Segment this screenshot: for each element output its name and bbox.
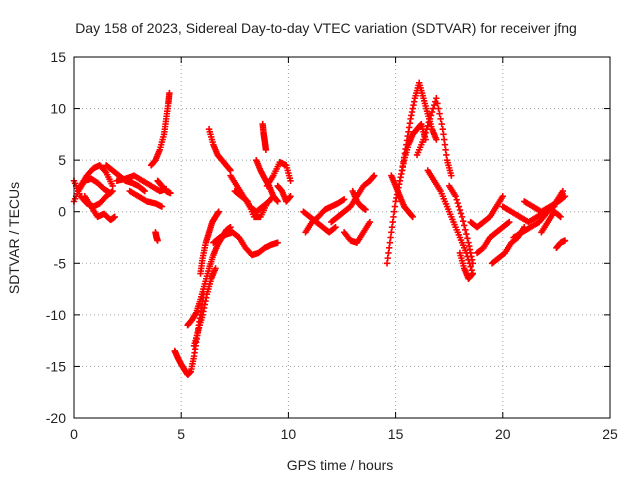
data-point-arc-ac xyxy=(409,213,416,221)
data-point-arc-af xyxy=(467,263,474,270)
x-tick-label: 25 xyxy=(602,426,618,442)
data-point-arc-ae xyxy=(427,112,435,119)
data-point-arc-ae xyxy=(429,105,437,112)
data-point-arc-aj xyxy=(504,219,512,227)
data-point-arc-j xyxy=(167,189,174,197)
x-tick-label: 10 xyxy=(281,426,297,442)
x-tick-label: 15 xyxy=(388,426,404,442)
chart-title: Day 158 of 2023, Sidereal Day-to-day VTE… xyxy=(75,20,577,36)
data-point-arc-ae xyxy=(434,100,441,107)
y-tick-label: 15 xyxy=(50,49,66,65)
data-point-arc-o xyxy=(274,239,281,246)
data-point-arc-a xyxy=(101,168,109,175)
data-point-arc-r xyxy=(243,197,250,204)
y-tick-label: -20 xyxy=(46,410,66,426)
data-point-arc-ah xyxy=(469,270,476,277)
data-point-arc-ag xyxy=(454,199,461,207)
y-axis-label: SDTVAR / TECUs xyxy=(6,182,22,294)
data-point-arc-w xyxy=(331,224,338,232)
y-tick-label: -15 xyxy=(46,358,66,374)
data-point-arc-m xyxy=(212,265,219,272)
data-point-arc-ae xyxy=(424,122,431,129)
axis-ticks: 0 5 10 15 20 25 -20 -15 -10 -5 0 5 10 15 xyxy=(46,49,618,442)
data-point-arc-ag xyxy=(463,230,470,238)
data-point-arc-s xyxy=(274,198,281,205)
data-point-arc-ao xyxy=(556,212,563,220)
data-point-arc-u xyxy=(287,177,294,184)
data-point-arc-z xyxy=(366,218,374,226)
data-point-arc-ae xyxy=(436,110,443,117)
x-tick-label: 20 xyxy=(495,426,511,442)
data-point-arc-ae xyxy=(448,172,455,179)
data-point-arc-ae xyxy=(438,120,445,128)
data-point-arc-ae xyxy=(433,95,440,102)
data-point-arc-an xyxy=(560,193,568,201)
y-tick-label: 5 xyxy=(58,152,66,168)
x-axis-label: GPS time / hours xyxy=(287,457,394,473)
data-point-arc-ag xyxy=(452,193,459,200)
data-point-arc-aj xyxy=(506,218,513,226)
data-point-arc-ag xyxy=(464,235,471,242)
data-point-arc-ai xyxy=(499,193,506,200)
data-point-arc-h xyxy=(166,89,173,97)
data-point-arc-ag xyxy=(459,217,467,225)
data-point-arc-ag xyxy=(469,260,476,267)
data-point-arc-i xyxy=(154,237,161,244)
x-tick-label: 0 xyxy=(70,426,78,442)
data-point-arc-ap xyxy=(561,237,569,244)
data-point-arc-ae xyxy=(428,108,436,116)
data-point-arc-ae xyxy=(422,129,429,136)
data-point-arc-ag xyxy=(455,203,463,210)
data-point-arc-w xyxy=(332,223,339,231)
data-point-arc-ae xyxy=(420,136,427,143)
data-point-arc-t xyxy=(262,146,270,154)
data-points xyxy=(70,79,569,378)
y-tick-label: 10 xyxy=(50,101,66,117)
data-point-arc-ae xyxy=(437,115,444,123)
y-tick-label: 0 xyxy=(58,204,66,220)
data-point-arc-ao xyxy=(557,213,564,221)
data-point-arc-aa xyxy=(362,206,369,213)
data-point-arc-ag xyxy=(457,210,465,217)
data-point-arc-ae xyxy=(435,105,442,112)
data-point-arc-v xyxy=(287,193,294,200)
data-point-arc-x xyxy=(340,196,348,203)
data-point-arc-ae xyxy=(423,126,430,133)
plot-frame xyxy=(73,56,611,419)
data-point-arc-ag xyxy=(453,196,460,203)
data-point-arc-y xyxy=(370,172,378,179)
data-point-arc-d xyxy=(111,213,118,221)
x-tick-label: 5 xyxy=(177,426,185,442)
data-point-arc-g xyxy=(158,203,166,210)
data-point-arc-ae xyxy=(426,115,434,123)
data-point-arc-ad xyxy=(433,136,440,143)
data-point-arc-ae xyxy=(425,119,433,126)
data-point-arc-ag xyxy=(462,226,469,233)
data-point-arc-an xyxy=(561,193,569,200)
data-point-arc-ae xyxy=(421,132,428,140)
data-point-arc-e xyxy=(141,187,148,195)
data-point-arc-ag xyxy=(461,222,468,229)
data-point-arc-c xyxy=(107,189,114,197)
data-point-arc-l xyxy=(227,223,234,231)
data-point-arc-ag xyxy=(456,206,464,214)
data-point-arc-n xyxy=(215,208,222,215)
data-point-arc-e xyxy=(140,187,147,194)
y-tick-label: -10 xyxy=(46,307,66,323)
y-tick-label: -5 xyxy=(54,255,67,271)
data-point-arc-ag xyxy=(458,213,466,221)
data-point-arc-am xyxy=(559,187,567,195)
data-point-arc-ae xyxy=(430,101,438,109)
